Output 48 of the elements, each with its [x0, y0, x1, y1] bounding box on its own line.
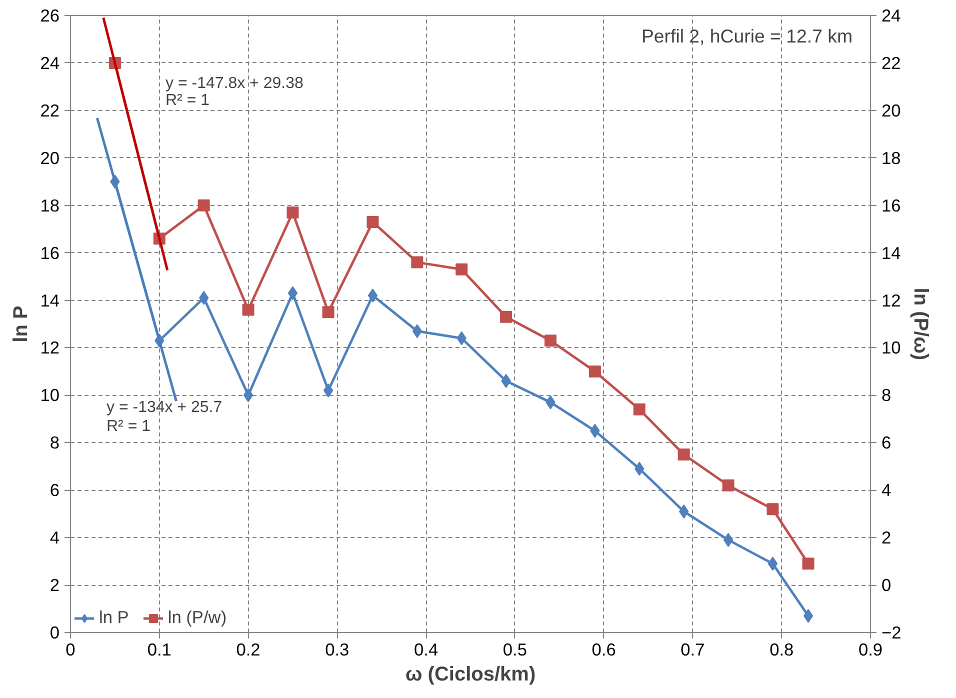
y2-tick-label: 24	[882, 6, 902, 26]
annotation: y = -147.8x + 29.38	[166, 75, 304, 92]
y2-tick-label: 4	[882, 480, 892, 500]
y2-tick-label: −2	[882, 622, 902, 642]
x-tick-label: 0.7	[680, 640, 705, 660]
y2-tick-label: 0	[882, 575, 892, 596]
x-tick-label: 0	[66, 640, 76, 660]
y-tick-label: 12	[40, 338, 60, 358]
y-tick-label: 2	[50, 575, 60, 596]
x-axis-title: ω (Ciclos/km)	[405, 664, 536, 686]
x-tick-label: 0.2	[236, 640, 260, 660]
annotation: R² = 1	[106, 418, 151, 435]
y-tick-label: 8	[50, 432, 60, 453]
y2-tick-label: 8	[882, 385, 892, 406]
y2-tick-label: 6	[882, 432, 892, 453]
y2-tick-label: 10	[882, 338, 901, 358]
legend-label: ln P	[99, 607, 129, 628]
y-tick-label: 4	[50, 528, 60, 548]
y2-tick-label: 22	[882, 52, 901, 73]
x-tick-label: 0.6	[592, 640, 616, 660]
legend-label: ln (P/w)	[168, 607, 227, 628]
y2-axis-title: ln (P/ω)	[909, 288, 932, 360]
y2-tick-label: 20	[882, 100, 901, 120]
y-tick-label: 16	[40, 242, 60, 263]
annotation: Perfil 2, hCurie = 12.7 km	[641, 26, 853, 46]
y-tick-label: 14	[40, 290, 60, 310]
x-tick-label: 0.3	[325, 640, 350, 660]
y-tick-label: 0	[50, 622, 60, 642]
y-tick-label: 24	[40, 52, 60, 73]
x-tick-label: 0.8	[770, 640, 794, 660]
annotation: y = -134x + 25.7	[106, 399, 222, 416]
y2-tick-label: 14	[882, 242, 902, 263]
x-tick-label: 0.1	[147, 640, 172, 660]
x-tick-label: 0.4	[414, 640, 438, 660]
y-tick-label: 10	[40, 385, 60, 406]
y-tick-label: 22	[40, 100, 60, 120]
x-tick-label: 0.9	[858, 640, 883, 660]
y-tick-label: 18	[40, 195, 60, 216]
y-tick-label: 26	[40, 6, 60, 26]
y2-tick-label: 2	[882, 528, 892, 548]
x-tick-label: 0.5	[502, 640, 527, 660]
y2-tick-label: 12	[882, 290, 901, 310]
y-tick-label: 6	[50, 480, 60, 500]
y2-tick-label: 16	[882, 195, 901, 216]
y2-tick-label: 18	[882, 148, 901, 168]
annotation: R² = 1	[166, 92, 210, 109]
y-tick-label: 20	[40, 148, 60, 168]
y-axis-title: ln P	[10, 306, 32, 342]
